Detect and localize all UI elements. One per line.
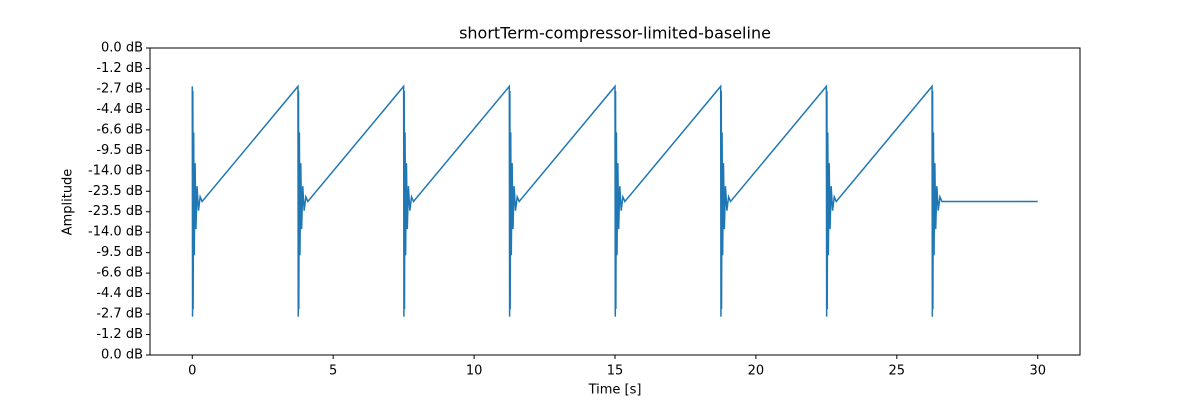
x-tick-label: 30: [1029, 364, 1046, 379]
chart-title: shortTerm-compressor-limited-baseline: [459, 24, 771, 43]
y-tick-label: -6.6 dB: [96, 122, 143, 137]
y-tick-label: -4.4 dB: [96, 102, 143, 117]
y-tick-label: -14.0 dB: [88, 225, 143, 240]
y-tick-label: 0.0 dB: [101, 41, 143, 56]
x-tick-label: 20: [748, 364, 765, 379]
y-tick-label: -14.0 dB: [88, 163, 143, 178]
plot-frame: [149, 47, 1081, 356]
y-tick-label: -23.5 dB: [88, 184, 143, 199]
y-tick-label: -1.2 dB: [96, 61, 143, 76]
x-tick-label: 25: [889, 364, 906, 379]
y-tick-label: 0.0 dB: [101, 348, 143, 363]
y-tick-label: -2.7 dB: [96, 307, 143, 322]
y-axis-label: Amplitude: [61, 169, 76, 236]
x-tick-label: 10: [466, 364, 483, 379]
y-tick-label: -1.2 dB: [96, 327, 143, 342]
x-axis-label: Time [s]: [588, 383, 642, 398]
y-tick-label: -23.5 dB: [88, 204, 143, 219]
x-tick-label: 5: [329, 364, 337, 379]
y-tick-label: -9.5 dB: [96, 245, 143, 260]
waveform: [191, 84, 1038, 317]
y-tick-label: -2.7 dB: [96, 81, 143, 96]
y-tick-label: -6.6 dB: [96, 266, 143, 281]
x-tick-label: 15: [607, 364, 624, 379]
y-tick-label: -4.4 dB: [96, 286, 143, 301]
x-tick-label: 0: [188, 364, 196, 379]
y-tick-label: -9.5 dB: [96, 143, 143, 158]
